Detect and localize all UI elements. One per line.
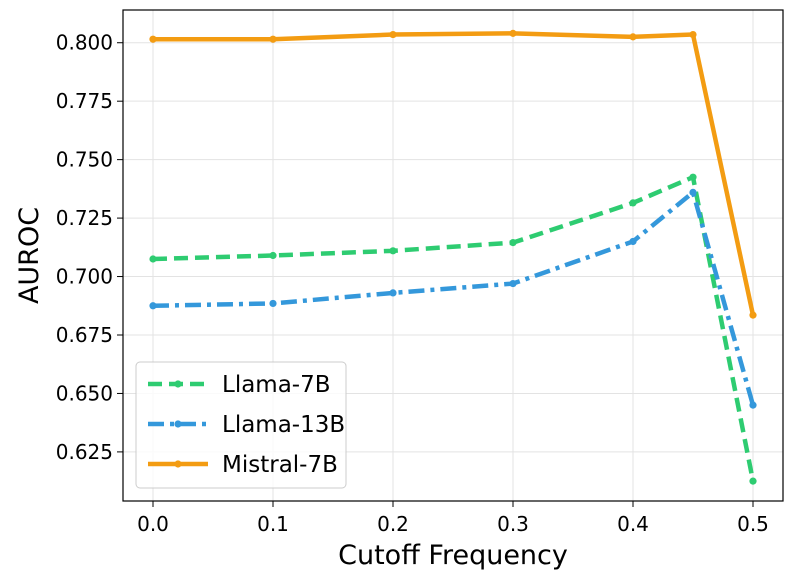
y-tick-label: 0.725 xyxy=(56,206,113,230)
data-point xyxy=(269,299,277,308)
series-llama-7b xyxy=(149,173,757,485)
legend: Llama-7B Llama-13B Mistral-7B xyxy=(135,361,347,489)
x-axis-label: Cutoff Frequency xyxy=(338,540,568,571)
legend-entry: Llama-13B xyxy=(148,412,345,438)
legend-entry: Mistral-7B xyxy=(148,452,338,478)
data-point xyxy=(509,279,517,288)
plot-frame xyxy=(122,9,784,502)
data-point xyxy=(389,30,397,39)
y-tick-label: 0.750 xyxy=(56,148,113,172)
series-mistral-7b xyxy=(149,29,757,319)
data-point xyxy=(389,289,397,297)
data-point xyxy=(689,188,697,196)
y-tick-label: 0.650 xyxy=(56,381,113,405)
data-point xyxy=(149,302,157,310)
legend-marker xyxy=(174,380,182,388)
data-point xyxy=(509,239,517,247)
data-point xyxy=(149,255,157,263)
data-point xyxy=(749,401,757,409)
data-point xyxy=(269,251,277,260)
y-tick-label: 0.700 xyxy=(56,265,113,289)
legend-entry: Llama-7B xyxy=(148,372,331,398)
data-point xyxy=(629,33,637,41)
legend-entries: Llama-7B Llama-13B Mistral-7B xyxy=(148,372,345,478)
data-point xyxy=(689,30,697,39)
x-tick-label: 0.1 xyxy=(257,512,289,536)
x-tick-label: 0.2 xyxy=(377,512,409,536)
data-point xyxy=(749,477,757,485)
data-point xyxy=(509,29,517,37)
data-point xyxy=(149,35,157,43)
y-tick-label: 0.800 xyxy=(56,31,113,55)
y-tick-label: 0.625 xyxy=(56,440,113,464)
legend-label: Mistral-7B xyxy=(222,452,338,478)
data-point xyxy=(749,311,757,319)
x-axis-ticks: 0.0 0.1 0.2 0.3 0.4 0.5 xyxy=(137,501,769,536)
y-axis-label: AUROC xyxy=(14,207,45,304)
legend-marker xyxy=(174,420,182,428)
y-tick-label: 0.675 xyxy=(56,323,113,347)
grid xyxy=(123,10,783,501)
legend-label: Llama-13B xyxy=(222,412,345,438)
data-point xyxy=(269,35,277,43)
data-point xyxy=(389,247,397,255)
series-llama-13b xyxy=(149,188,757,409)
y-tick-label: 0.775 xyxy=(56,89,113,113)
data-point xyxy=(689,173,697,181)
legend-label: Llama-7B xyxy=(222,372,331,398)
x-tick-label: 0.5 xyxy=(737,512,769,536)
x-tick-label: 0.0 xyxy=(137,512,169,536)
y-axis-ticks: 0.625 0.650 0.675 0.700 0.725 0.750 0.775 0.800 xyxy=(56,31,123,464)
series-lines xyxy=(149,29,757,485)
x-tick-label: 0.3 xyxy=(497,512,529,536)
data-point xyxy=(629,199,637,207)
legend-box xyxy=(135,361,347,489)
data-point xyxy=(629,237,637,246)
x-tick-label: 0.4 xyxy=(617,512,649,536)
legend-marker xyxy=(174,460,182,468)
